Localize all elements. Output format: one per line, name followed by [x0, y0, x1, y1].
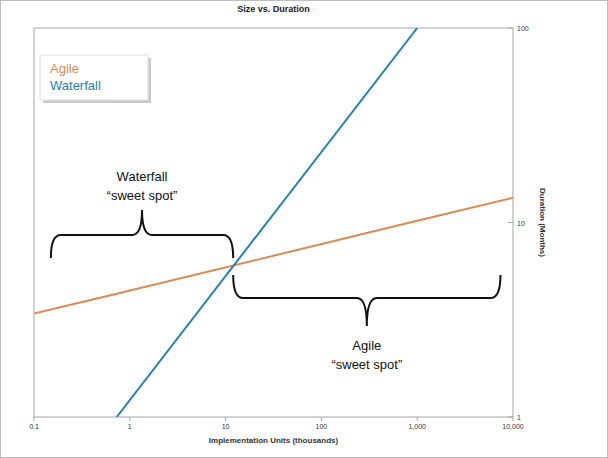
x-tick-label: 1,000: [408, 423, 426, 430]
plot-area: [34, 28, 513, 417]
x-tick-label: 10: [222, 423, 230, 430]
brace: [51, 210, 233, 258]
x-tick-label: 10,000: [502, 423, 524, 430]
x-tick: [225, 417, 226, 421]
x-tick: [34, 417, 35, 421]
y-tick: [508, 28, 513, 29]
x-tick: [129, 417, 130, 421]
y-tick: [508, 417, 513, 418]
x-tick: [321, 417, 322, 421]
annotation-text: “sweet spot”: [331, 357, 402, 372]
title: Size vs. Duration: [237, 4, 310, 14]
y-tick-label: 100: [517, 25, 529, 32]
y-axis-label: Duration (Months): [538, 188, 547, 257]
brace: [233, 275, 500, 326]
x-tick-label: 1: [128, 423, 132, 430]
legend-entry: Waterfall: [50, 78, 101, 93]
x-tick: [417, 417, 418, 421]
x-tick: [513, 417, 514, 421]
legend-box: [40, 55, 148, 100]
legend-entry: Agile: [50, 61, 79, 76]
series-line: [117, 28, 417, 417]
x-tick-label: 0.1: [29, 423, 39, 430]
chart: Size vs. Duration 0.1 1 10 100 1,000 10,000 Imp…: [0, 0, 608, 458]
x-axis-label: Implementation Units (thousands): [209, 436, 339, 445]
y-tick-label: 10: [517, 220, 525, 227]
plot-frame: [34, 28, 513, 417]
x-tick-label: 100: [316, 423, 328, 430]
annotation-text: Waterfall: [117, 169, 168, 184]
annotation-text: Agile: [352, 338, 381, 353]
annotation-text: “sweet spot”: [107, 188, 178, 203]
y-tick: [508, 222, 513, 223]
y-tick-label: 1: [517, 414, 521, 421]
outer-border: [1, 1, 608, 458]
